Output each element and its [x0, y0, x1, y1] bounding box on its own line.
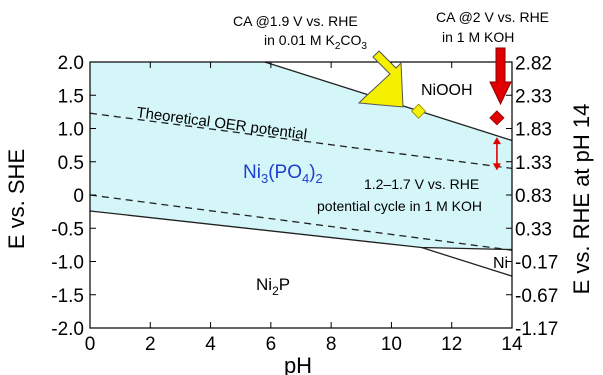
y-tick-label-7: -1.5 — [51, 286, 84, 307]
red-arrow — [489, 47, 512, 106]
y2-tick-label-1: 2.33 — [515, 86, 552, 107]
marker-0 — [410, 103, 427, 119]
marker-1 — [489, 110, 505, 126]
nipo-end: ) — [309, 162, 315, 183]
ca-koh-line1: CA @2 V vs. RHE — [436, 9, 549, 25]
ca-k2co3-line2: in 0.01 M K2CO3 — [264, 32, 367, 52]
nipo-main: Ni — [243, 162, 261, 183]
y2-tick-label-3: 1.33 — [515, 153, 552, 174]
cycle-arrow-head-top — [492, 137, 501, 145]
axis-ticks: 0 2 4 6 8 10 12 142.01.51.00.50-0.5-1.0-1.5-2.0… — [51, 53, 558, 355]
y2-tick-label-5: 0.33 — [515, 219, 552, 240]
boundary-line-4 — [89, 194, 513, 251]
cycle-arrow-head-bottom — [492, 163, 501, 171]
x-tick-label-6: 12 — [441, 334, 462, 355]
x-tick-label-0: 0 — [85, 334, 96, 355]
y-axis-title: E vs. SHE — [4, 149, 29, 249]
y2-tick-label-0: 2.82 — [515, 54, 552, 75]
y-tick-label-0: 2.0 — [58, 53, 84, 74]
y-tick-label-2: 1.0 — [58, 120, 84, 141]
ni2p-main: Ni — [256, 275, 272, 294]
x-tick-label-4: 8 — [326, 334, 337, 355]
x-axis-title: pH — [284, 353, 312, 375]
ni3po42-shaded-region — [90, 62, 512, 250]
y-tick-label-4: 0 — [73, 186, 84, 207]
y2-tick-label-6: -0.17 — [515, 253, 558, 274]
markers — [410, 103, 505, 171]
yellow-arrow-body — [357, 50, 404, 108]
ca-k2co3-sub2: 3 — [361, 41, 367, 52]
ni2p-end: P — [279, 275, 290, 294]
red-arrow-body — [489, 47, 512, 106]
region-label-ni2p: Ni2P — [256, 275, 290, 298]
region-label-niooh: NiOOH — [421, 82, 473, 99]
nipo-mid: (PO — [268, 162, 302, 183]
y2-tick-label-4: 0.83 — [515, 186, 552, 207]
nipo-sub1: 3 — [261, 171, 268, 186]
y-tick-label-1: 1.5 — [58, 86, 84, 107]
x-tick-label-1: 2 — [145, 334, 156, 355]
y-tick-label-5: -0.5 — [51, 219, 84, 240]
nipo-sub3: 2 — [316, 171, 323, 186]
boundary-line-2 — [421, 246, 513, 277]
y2-tick-label-8: -1.17 — [515, 319, 558, 340]
region-label-ni: Ni — [493, 255, 508, 272]
x-tick-label-7: 14 — [501, 334, 523, 355]
nipo-sub2: 4 — [302, 171, 309, 186]
x-tick-label-5: 10 — [381, 334, 402, 355]
cycle-label-line2: potential cycle in 1 M KOH — [317, 198, 482, 214]
y-tick-label-6: -1.0 — [51, 253, 84, 274]
x-tick-label-2: 4 — [205, 334, 216, 355]
yellow-arrow — [357, 50, 404, 108]
ca-k2co3-sub1: 2 — [335, 41, 341, 52]
ni2p-sub: 2 — [272, 284, 279, 298]
y-tick-label-3: 0.5 — [58, 153, 84, 174]
ca-koh-line2: in 1 M KOH — [442, 29, 514, 45]
cycle-label-line1: 1.2–1.7 V vs. RHE — [364, 176, 479, 192]
ca-k2co3-mid: CO — [340, 32, 361, 48]
ca-k2co3-line1: CA @1.9 V vs. RHE — [233, 13, 358, 29]
y2-tick-label-2: 1.83 — [515, 120, 552, 141]
boundary-line-3 — [89, 112, 513, 170]
region-label-ni3po42: Ni3(PO4)2 — [243, 162, 323, 186]
x-tick-label-3: 6 — [266, 334, 277, 355]
y2-axis-title: E vs. RHE at pH 14 — [569, 104, 594, 295]
y2-tick-label-7: -0.67 — [515, 286, 558, 307]
y-tick-label-8: -2.0 — [51, 319, 84, 340]
ca-k2co3-text: in 0.01 M K — [264, 32, 335, 48]
